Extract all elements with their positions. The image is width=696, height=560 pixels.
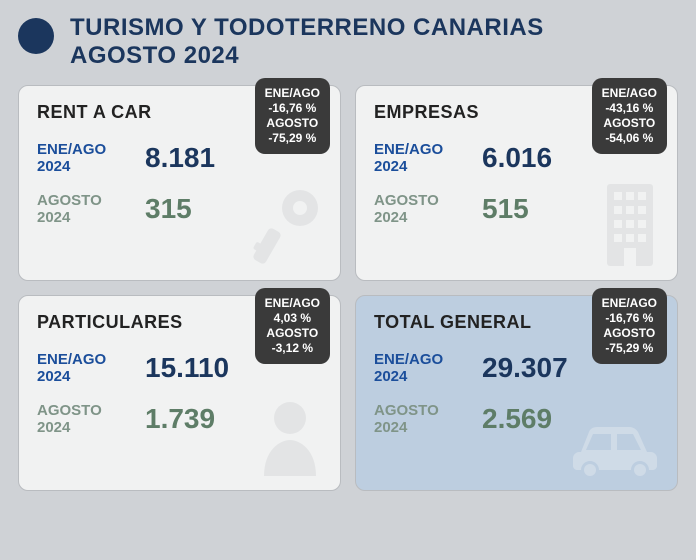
value-agosto-rent: 315 bbox=[145, 193, 192, 225]
period-year: 2024 bbox=[37, 158, 70, 175]
period-year: 2024 bbox=[37, 368, 70, 385]
value-agosto-empresas: 515 bbox=[482, 193, 529, 225]
period-label: ENE/AGO bbox=[37, 351, 106, 368]
period-label: ENE/AGO bbox=[374, 351, 443, 368]
card-particulares: ENE/AGO 4,03 % AGOSTO -3,12 % PARTICULAR… bbox=[18, 295, 341, 491]
value-eneago-empresas: 6.016 bbox=[482, 142, 552, 174]
period-label: AGOSTO bbox=[374, 402, 439, 419]
period-agosto: AGOSTO 2024 bbox=[37, 402, 127, 437]
car-icon bbox=[571, 420, 659, 476]
header-bullet-icon bbox=[18, 18, 54, 54]
period-agosto: AGOSTO 2024 bbox=[374, 192, 464, 227]
period-year: 2024 bbox=[374, 158, 407, 175]
period-label: AGOSTO bbox=[37, 192, 102, 209]
card-empresas: ENE/AGO -43,16 % AGOSTO -54,06 % EMPRESA… bbox=[355, 85, 678, 281]
card-rent-a-car: ENE/AGO -16,76 % AGOSTO -75,29 % RENT A … bbox=[18, 85, 341, 281]
key-icon bbox=[252, 186, 322, 266]
value-agosto-total: 2.569 bbox=[482, 403, 552, 435]
value-eneago-total: 29.307 bbox=[482, 352, 568, 384]
cards-grid: ENE/AGO -16,76 % AGOSTO -75,29 % RENT A … bbox=[18, 85, 678, 491]
period-label: ENE/AGO bbox=[37, 141, 106, 158]
period-eneago: ENE/AGO 2024 bbox=[37, 351, 127, 386]
value-eneago-rent: 8.181 bbox=[145, 142, 215, 174]
period-eneago: ENE/AGO 2024 bbox=[374, 351, 464, 386]
card-total-general: ENE/AGO -16,76 % AGOSTO -75,29 % TOTAL G… bbox=[355, 295, 678, 491]
title-line1: TURISMO Y TODOTERRENO CANARIAS bbox=[70, 14, 544, 41]
period-label: AGOSTO bbox=[37, 402, 102, 419]
badge-rent: ENE/AGO -16,76 % AGOSTO -75,29 % bbox=[255, 78, 330, 154]
period-year: 2024 bbox=[374, 209, 407, 226]
badge-total: ENE/AGO -16,76 % AGOSTO -75,29 % bbox=[592, 288, 667, 364]
period-eneago: ENE/AGO 2024 bbox=[37, 141, 127, 176]
page-title: TURISMO Y TODOTERRENO CANARIAS AGOSTO 20… bbox=[70, 14, 544, 69]
person-icon bbox=[258, 398, 322, 476]
value-agosto-particulares: 1.739 bbox=[145, 403, 215, 435]
badge-empresas: ENE/AGO -43,16 % AGOSTO -54,06 % bbox=[592, 78, 667, 154]
header: TURISMO Y TODOTERRENO CANARIAS AGOSTO 20… bbox=[18, 14, 678, 69]
period-agosto: AGOSTO 2024 bbox=[374, 402, 464, 437]
period-agosto: AGOSTO 2024 bbox=[37, 192, 127, 227]
period-year: 2024 bbox=[374, 368, 407, 385]
period-label: AGOSTO bbox=[374, 192, 439, 209]
value-eneago-particulares: 15.110 bbox=[145, 352, 229, 384]
period-year: 2024 bbox=[37, 209, 70, 226]
period-eneago: ENE/AGO 2024 bbox=[374, 141, 464, 176]
badge-particulares: ENE/AGO 4,03 % AGOSTO -3,12 % bbox=[255, 288, 330, 364]
period-label: ENE/AGO bbox=[374, 141, 443, 158]
title-line2: AGOSTO 2024 bbox=[70, 42, 239, 69]
period-year: 2024 bbox=[37, 419, 70, 436]
period-year: 2024 bbox=[374, 419, 407, 436]
building-icon bbox=[601, 180, 659, 266]
